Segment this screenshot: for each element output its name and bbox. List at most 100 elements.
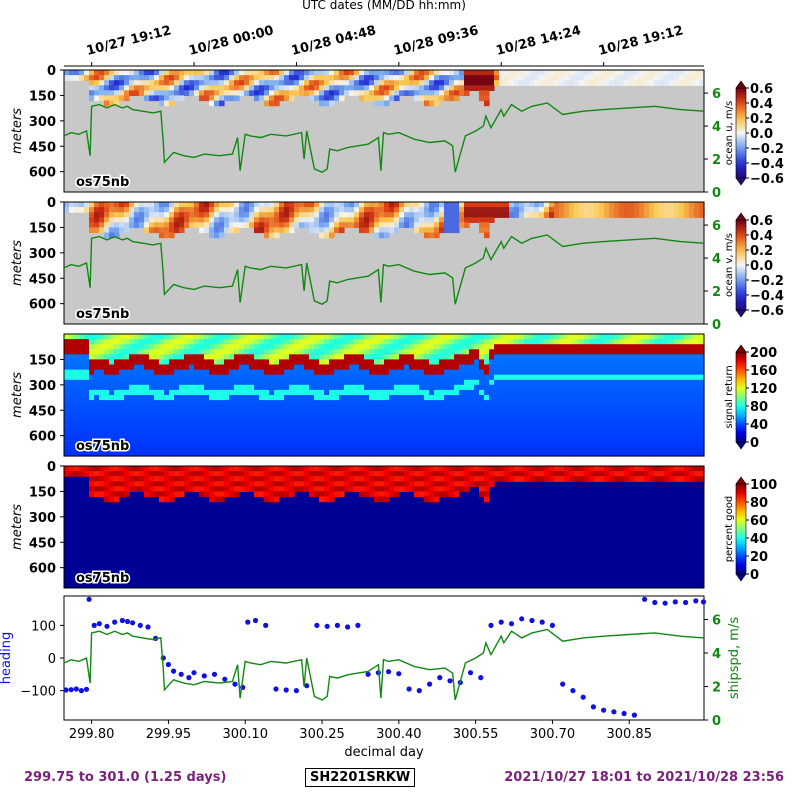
cell [474,80,480,86]
cell [439,217,445,223]
cell [264,491,270,498]
cell [64,430,70,437]
cell [304,481,310,487]
cell [644,384,650,391]
cell [394,369,400,376]
cell [439,425,445,432]
cell [644,80,650,86]
cell [239,354,245,360]
cell [389,202,395,208]
cell [519,440,525,447]
cell [449,374,455,381]
cell [339,222,345,228]
cell [274,486,280,492]
cell [84,415,90,421]
cell [389,374,395,381]
cell [169,359,175,366]
cell [649,425,655,432]
cell [429,374,435,381]
cell [209,420,215,427]
cell [309,400,315,406]
cell [389,389,395,396]
cell [159,202,165,208]
cell [244,420,250,427]
cell [649,415,655,421]
cell [374,95,380,102]
cell [664,420,670,427]
cell [474,70,480,76]
cell [99,384,105,391]
cell [414,384,420,391]
cell [89,384,95,391]
cell [169,420,175,427]
cell [619,70,625,76]
cell [219,349,225,355]
cell [164,450,170,457]
cell [489,425,495,432]
cell [479,80,485,86]
cell [504,354,510,360]
cell [194,70,200,76]
cell [349,70,355,76]
cell [674,400,680,406]
cell [404,379,410,386]
cell [309,354,315,360]
cell [84,354,90,360]
cell [199,445,205,452]
cell [144,339,150,345]
cell [164,222,170,228]
depth-tick-label: 300 [29,379,56,394]
cell [489,445,495,452]
cell [474,435,480,442]
cell [559,400,565,406]
cell [139,425,145,432]
cell [329,227,335,234]
cell [169,435,175,442]
cell [129,384,135,391]
cell [344,80,350,86]
cell [664,334,670,340]
cell [74,415,80,421]
cell [204,476,210,482]
cell [419,481,425,487]
cell [599,207,605,213]
cell [389,420,395,427]
cell [519,379,525,386]
cell [429,339,435,345]
cell [634,70,640,76]
cell [209,70,215,76]
cell [534,354,540,360]
cell [249,410,255,416]
cell [184,75,190,81]
cell [169,227,175,234]
cell [159,384,165,391]
cell [379,384,385,391]
cell [609,384,615,391]
cell [329,425,335,432]
cell [249,389,255,396]
cell [124,85,130,91]
cell [79,420,85,427]
cell [169,450,175,457]
cell [394,420,400,427]
cell [639,450,645,457]
cell [99,334,105,340]
cell [339,75,345,81]
cell [164,395,170,401]
cell [399,85,405,91]
cell [404,70,410,76]
cell [94,420,100,427]
cell [224,425,230,432]
cell [254,491,260,498]
cell [419,75,425,81]
cell [219,410,225,416]
cell [334,491,340,498]
cell [254,207,260,213]
cell [289,354,295,360]
cell [644,435,650,442]
cell [524,420,530,427]
cell [354,334,360,340]
cell [164,445,170,452]
cell [364,227,370,234]
cell [394,354,400,360]
